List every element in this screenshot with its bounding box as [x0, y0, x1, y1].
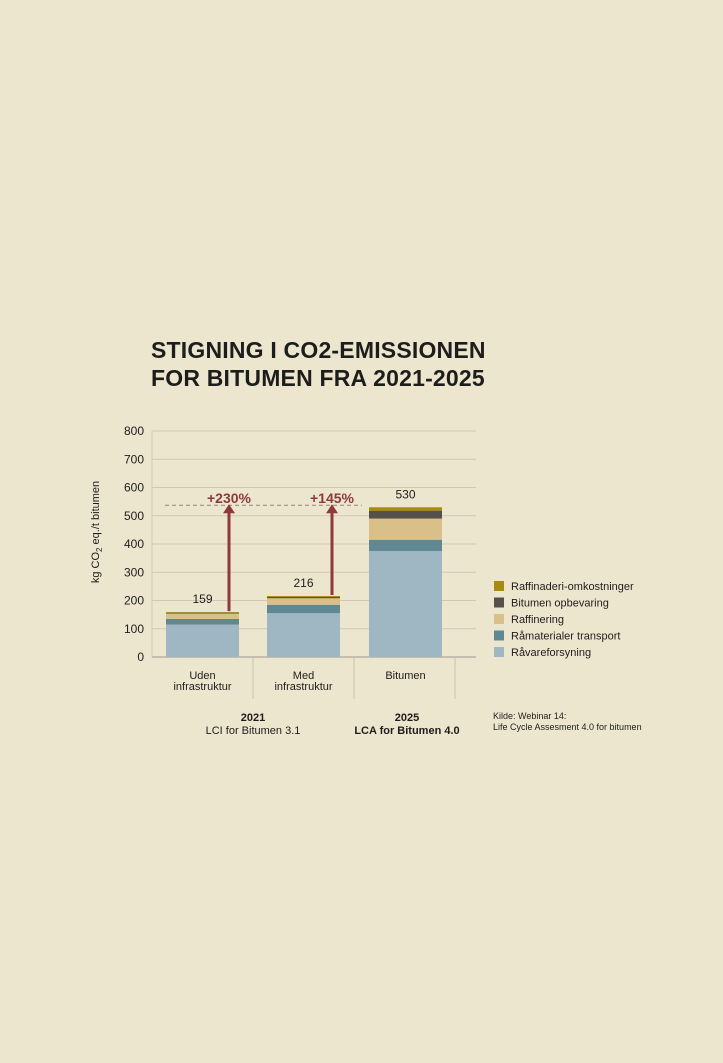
y-tick-600: 600 — [124, 481, 144, 495]
legend: Raffinaderi-omkostninger Bitumen opbevari… — [494, 581, 634, 659]
category-label-2-line1: Med — [293, 670, 314, 682]
legend-label-3: Raffinering — [511, 614, 564, 626]
bar-1-raffinering — [166, 613, 239, 619]
y-tick-700: 700 — [124, 452, 144, 466]
legend-label-1: Raffinaderi-omkostninger — [511, 581, 634, 593]
category-label-3-line1: Bitumen — [385, 670, 425, 682]
source-note: Kilde: Webinar 14: Life Cycle Assesment … — [493, 711, 642, 732]
y-tick-400: 400 — [124, 537, 144, 551]
y-axis-label: kg CO2 eq./t bitumen — [90, 481, 104, 583]
bar-3-råvareforsyning — [369, 551, 442, 657]
arrow-head-2 — [326, 504, 338, 514]
chart-title-line1: STIGNING I CO2-EMISSIONEN — [151, 337, 486, 363]
bar-1-råvareforsyning — [166, 624, 239, 657]
bar-1-bitumen-opbevaring — [166, 612, 239, 614]
source-line2: Life Cycle Assesment 4.0 for bitumen — [493, 722, 642, 732]
bar-3-råmaterialer-transport — [369, 539, 442, 552]
category-label-1-line2: infrastruktur — [173, 681, 231, 693]
legend-swatch-5 — [494, 647, 504, 657]
legend-label-5: Råvareforsyning — [511, 647, 591, 659]
group-year-1: 2021 — [241, 712, 265, 724]
bar-1-råmaterialer-transport — [166, 618, 239, 625]
group-subtitle-2: LCA for Bitumen 4.0 — [354, 725, 459, 737]
y-tick-500: 500 — [124, 509, 144, 523]
y-axis-ticks: 0 100 200 300 400 500 600 700 800 — [124, 424, 144, 664]
bars — [166, 507, 442, 657]
increase-label-1: +230% — [207, 490, 252, 506]
legend-swatch-3 — [494, 614, 504, 624]
legend-label-2: Bitumen opbevaring — [511, 598, 609, 610]
bar-2-raffinering — [267, 598, 340, 605]
category-label-2-line2: infrastruktur — [274, 681, 332, 693]
bar-3-raffinering — [369, 518, 442, 540]
chart-title: STIGNING I CO2-EMISSIONEN FOR BITUMEN FR… — [151, 336, 486, 392]
group-year-2: 2025 — [395, 712, 419, 724]
bar-2-raffinaderi-omkostninger — [267, 595, 340, 597]
bar-2-bitumen-opbevaring — [267, 596, 340, 599]
category-label-1-line1: Uden — [189, 670, 215, 682]
increase-label-2: +145% — [310, 490, 355, 506]
total-label-2: 216 — [293, 576, 313, 590]
legend-label-4: Råmaterialer transport — [511, 631, 620, 643]
total-labels: 159 216 530 — [192, 487, 415, 606]
chart-title-line2: FOR BITUMEN FRA 2021-2025 — [151, 365, 485, 391]
legend-swatch-1 — [494, 581, 504, 591]
total-label-3: 530 — [395, 487, 415, 501]
increase-arrows: +230% +145% — [207, 490, 355, 612]
legend-swatch-2 — [494, 597, 504, 608]
bar-3-raffinaderi-omkostninger — [369, 507, 442, 511]
source-line1: Kilde: Webinar 14: — [493, 711, 566, 721]
y-tick-800: 800 — [124, 424, 144, 438]
y-axis-label-post: eq./t bitumen — [90, 481, 102, 548]
bar-2-råvareforsyning — [267, 613, 340, 657]
y-axis-label-sub: 2 — [95, 547, 104, 552]
y-tick-200: 200 — [124, 594, 144, 608]
y-tick-0: 0 — [137, 650, 144, 664]
bar-1-raffinaderi-omkostninger — [166, 612, 239, 613]
legend-swatch-4 — [494, 630, 504, 641]
y-tick-100: 100 — [124, 622, 144, 636]
total-label-1: 159 — [192, 592, 212, 606]
arrow-head-1 — [223, 504, 235, 514]
bar-3-bitumen-opbevaring — [369, 510, 442, 519]
y-axis-label-pre: kg CO — [90, 552, 102, 584]
group-subtitle-1: LCI for Bitumen 3.1 — [206, 725, 301, 737]
bar-2-råmaterialer-transport — [267, 604, 340, 614]
y-tick-300: 300 — [124, 565, 144, 579]
